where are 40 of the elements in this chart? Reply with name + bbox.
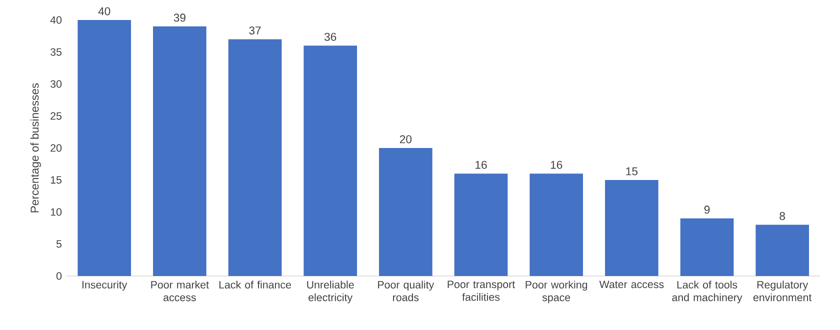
y-tick-label: 25 [50, 112, 62, 120]
x-tick-label: Lack of tools and machinery [672, 280, 742, 304]
y-tick-label: 35 [50, 48, 62, 56]
bar [605, 180, 658, 276]
y-tick-label: 20 [50, 144, 62, 152]
x-tick-label: Poor working space [526, 280, 588, 304]
data-label: 36 [324, 32, 336, 41]
x-tick-label: Insecurity [82, 280, 128, 291]
bar [228, 39, 282, 276]
bar [304, 46, 358, 276]
x-tick-label: Poor quality roads [378, 280, 434, 302]
data-label: 8 [780, 212, 785, 220]
data-label: 15 [626, 167, 638, 176]
data-label: 16 [476, 160, 487, 169]
y-tick-label: 40 [50, 16, 62, 24]
data-label: 40 [98, 7, 110, 16]
x-tick-label: Unreliable electricity [307, 280, 354, 304]
bar [78, 20, 132, 276]
data-label: 20 [400, 135, 412, 144]
bar [680, 218, 734, 276]
x-tick-label: Lack of finance [219, 280, 291, 289]
y-tick-label: 30 [50, 80, 62, 88]
y-tick-label: 0 [56, 272, 62, 280]
data-label: 9 [704, 206, 710, 214]
bar [153, 26, 206, 276]
y-axis-title: Percentage of businesses [30, 83, 41, 212]
x-tick-label: Poor transport facilities [448, 280, 515, 301]
x-tick-label: Regulatory environment [753, 280, 812, 302]
x-tick-label: Water access [599, 280, 664, 288]
data-label: 37 [249, 26, 261, 34]
data-label: 16 [550, 160, 562, 169]
y-tick-label: 5 [56, 240, 62, 248]
bar [379, 148, 432, 276]
bar [756, 224, 809, 276]
data-label: 39 [174, 14, 186, 22]
bar [454, 174, 508, 276]
bar [530, 174, 583, 276]
y-tick-label: 10 [50, 208, 62, 216]
y-tick-label: 15 [50, 176, 62, 184]
x-tick-label: Poor market access [151, 280, 209, 302]
